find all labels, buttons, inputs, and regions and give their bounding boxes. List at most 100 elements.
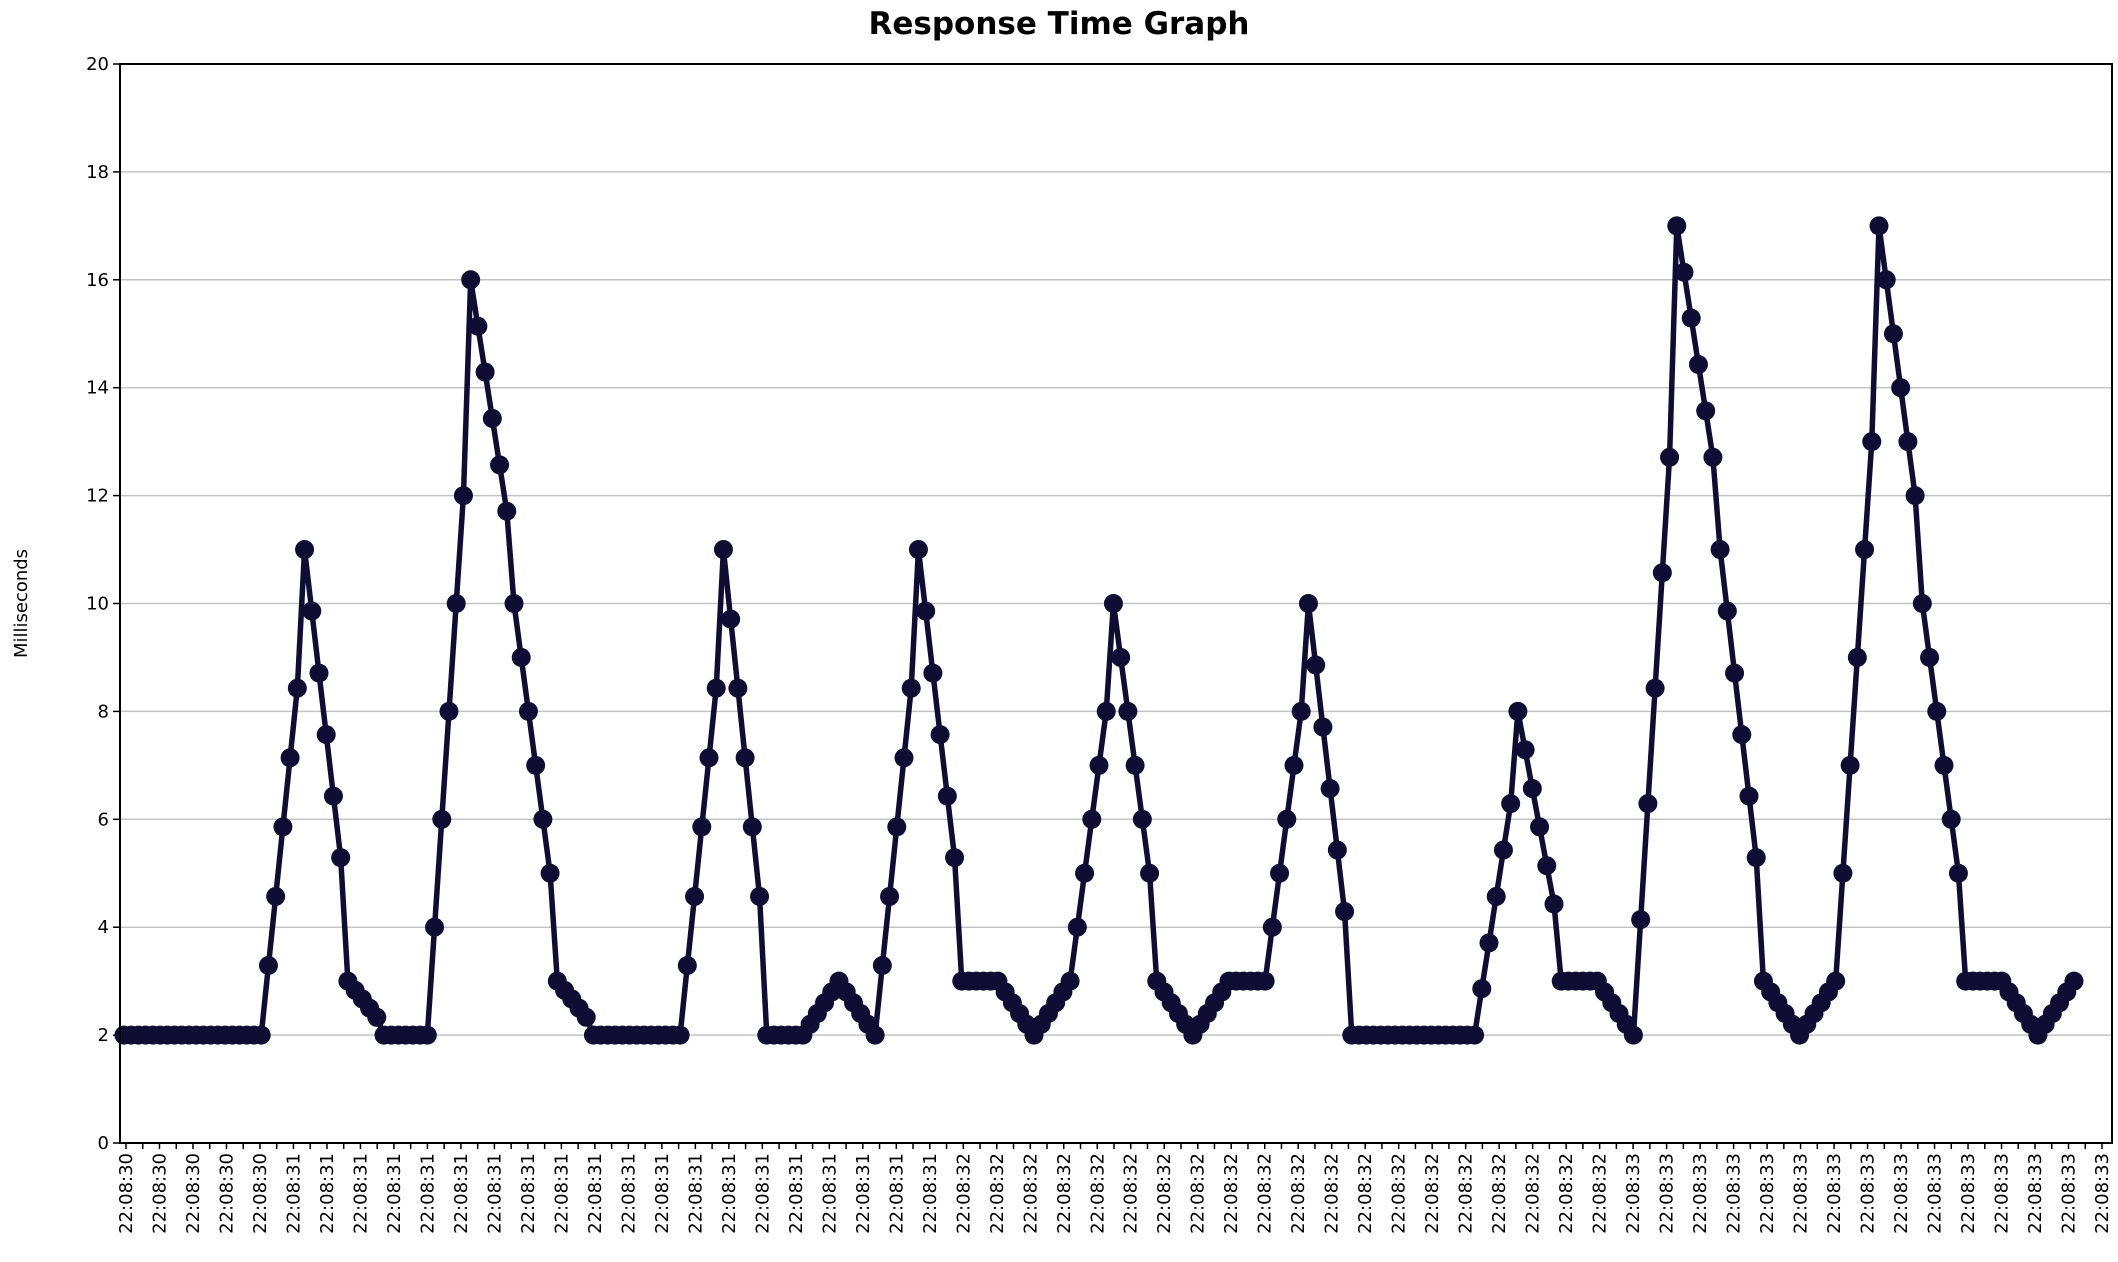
y-tick-label: 12: [86, 486, 109, 507]
x-tick-label: 22:08:32: [1020, 1153, 1041, 1234]
y-tick-label: 20: [86, 54, 109, 75]
data-point: [540, 863, 560, 883]
data-point: [1941, 809, 1961, 829]
data-point: [1739, 786, 1759, 806]
x-tick-label: 22:08:32: [1422, 1153, 1443, 1234]
data-point: [1486, 886, 1506, 906]
data-point: [713, 540, 733, 560]
x-tick-label: 22:08:30: [216, 1153, 237, 1234]
data-point: [1111, 647, 1131, 667]
x-tick-label: 22:08:31: [853, 1153, 874, 1234]
x-tick-label: 22:08:33: [1958, 1153, 1979, 1234]
x-tick-label: 22:08:31: [350, 1153, 371, 1234]
x-tick-label: 22:08:32: [1456, 1153, 1477, 1234]
data-point: [316, 725, 336, 745]
data-point: [930, 725, 950, 745]
x-tick-label: 22:08:31: [618, 1153, 639, 1234]
data-point: [453, 486, 473, 506]
data-point: [1696, 401, 1716, 421]
data-point: [518, 701, 538, 721]
data-point: [417, 1025, 437, 1045]
data-point: [1508, 701, 1528, 721]
x-tick-label: 22:08:31: [484, 1153, 505, 1234]
x-tick-label: 22:08:30: [183, 1153, 204, 1234]
data-point: [677, 956, 697, 975]
data-point: [1898, 432, 1918, 452]
x-tick-label: 22:08:31: [920, 1153, 941, 1234]
data-point: [1638, 794, 1658, 814]
series-line: [121, 223, 2077, 1038]
data-point: [309, 663, 329, 683]
x-tick-label: 22:08:33: [2059, 1153, 2080, 1234]
x-tick-label: 22:08:33: [1891, 1153, 1912, 1234]
x-tick-label: 22:08:31: [585, 1153, 606, 1234]
data-point: [1522, 779, 1542, 799]
data-point: [1140, 863, 1160, 883]
data-point: [1544, 894, 1564, 914]
x-tick-label: 22:08:33: [1824, 1153, 1845, 1234]
y-axis-ticks: 0 2 4 6 8 10 12 14 16 18 20: [86, 54, 120, 1154]
data-point: [251, 1025, 271, 1045]
data-point: [1277, 809, 1297, 829]
x-tick-label: 22:08:31: [317, 1153, 338, 1234]
data-point: [497, 501, 517, 521]
data-point: [323, 786, 343, 806]
data-point: [504, 594, 524, 613]
data-point: [1883, 324, 1903, 344]
data-point: [721, 609, 741, 629]
data-point: [1306, 655, 1326, 675]
data-point: [1688, 355, 1708, 374]
data-point: [273, 817, 293, 837]
data-point: [2064, 971, 2084, 991]
x-tick-label: 22:08:31: [417, 1153, 438, 1234]
data-point: [367, 1007, 387, 1027]
data-point: [1089, 755, 1109, 775]
x-tick-label: 22:08:32: [953, 1153, 974, 1234]
x-tick-label: 22:08:32: [1288, 1153, 1309, 1234]
data-point: [1652, 563, 1672, 583]
data-point: [425, 917, 445, 937]
data-point: [923, 663, 943, 683]
chart-title: Response Time Graph: [868, 6, 1250, 42]
x-tick-label: 22:08:31: [886, 1153, 907, 1234]
x-tick-label: 22:08:33: [1858, 1153, 1879, 1234]
data-point: [280, 748, 300, 768]
data-point: [699, 748, 719, 768]
x-tick-label: 22:08:31: [786, 1153, 807, 1234]
data-point: [1472, 979, 1492, 999]
data-point: [1667, 216, 1687, 236]
data-point: [1067, 917, 1087, 937]
y-tick-label: 4: [98, 917, 109, 938]
data-point: [728, 678, 748, 698]
data-point: [1912, 594, 1932, 613]
data-point: [685, 886, 705, 906]
y-tick-label: 16: [86, 270, 109, 291]
data-point: [1132, 809, 1152, 829]
data-point: [692, 817, 712, 837]
x-tick-label: 22:08:31: [551, 1153, 572, 1234]
x-tick-label: 22:08:30: [250, 1153, 271, 1234]
data-point: [1515, 740, 1535, 760]
x-tick-label: 22:08:31: [518, 1153, 539, 1234]
data-point: [533, 809, 553, 829]
data-point: [258, 956, 278, 975]
x-tick-label: 22:08:32: [1389, 1153, 1410, 1234]
data-point: [490, 455, 510, 475]
data-point: [1335, 902, 1355, 922]
x-tick-label: 22:08:33: [1690, 1153, 1711, 1234]
x-tick-label: 22:08:32: [1590, 1153, 1611, 1234]
data-point: [1934, 755, 1954, 775]
data-point: [432, 809, 452, 829]
data-point: [1623, 1025, 1643, 1045]
data-point: [1103, 594, 1123, 613]
data-point: [576, 1007, 596, 1027]
x-tick-label: 22:08:33: [1657, 1153, 1678, 1234]
data-point: [1291, 701, 1311, 721]
data-point: [1262, 917, 1282, 937]
data-point: [735, 748, 755, 768]
x-tick-label: 22:08:33: [1791, 1153, 1812, 1234]
x-tick-label: 22:08:33: [1623, 1153, 1644, 1234]
y-tick-label: 8: [98, 701, 109, 722]
x-tick-label: 22:08:33: [2025, 1153, 2046, 1234]
